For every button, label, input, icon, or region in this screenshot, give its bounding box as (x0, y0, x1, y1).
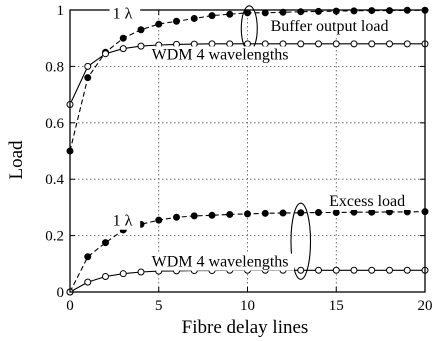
x-tick-label: 15 (329, 298, 344, 314)
buffer-wdm-label-bg (148, 46, 295, 64)
buffer-output-load-label: Buffer output load (271, 18, 389, 35)
data-point (261, 9, 269, 17)
data-point (297, 209, 305, 217)
excess-load-label: Excess load (329, 193, 405, 210)
data-point (155, 20, 163, 28)
x-tick-label: 0 (66, 298, 74, 314)
x-tick-label: 5 (155, 298, 163, 314)
data-point (226, 210, 234, 218)
excess-1lambda-label-bg (109, 212, 141, 230)
excess-1lambda-label: 1 λ (113, 213, 133, 230)
data-point (297, 40, 305, 48)
data-point (350, 208, 358, 216)
data-point (368, 208, 376, 216)
excess-load-ellipse (290, 202, 312, 280)
excess-wdm-label-bg (148, 253, 295, 271)
data-point (403, 266, 411, 274)
data-point (137, 42, 145, 50)
y-tick-label: 0.4 (45, 172, 64, 188)
data-point (84, 278, 92, 286)
data-point (315, 266, 322, 274)
data-point (119, 34, 127, 42)
data-point (102, 239, 109, 247)
data-point (226, 10, 234, 18)
x-axis-title: Fibre delay lines (182, 317, 309, 338)
data-point (84, 74, 92, 82)
data-point (102, 272, 109, 280)
y-tick-label: 0.8 (45, 59, 64, 75)
data-point (368, 266, 376, 274)
y-axis-title: Load (6, 140, 27, 180)
data-point (173, 213, 180, 221)
data-point (244, 210, 251, 218)
data-point (102, 50, 109, 58)
y-tick-label: 1 (57, 3, 65, 19)
data-point (386, 40, 393, 48)
y-tick-label: 0 (57, 285, 65, 301)
buffer-1lambda-label-bg (109, 5, 141, 23)
data-point (350, 7, 358, 15)
data-point (297, 266, 305, 274)
data-point (350, 40, 358, 48)
data-point (368, 40, 376, 48)
data-point (403, 40, 411, 48)
data-point (332, 40, 340, 48)
grid (70, 10, 425, 292)
data-point (261, 209, 269, 217)
data-point (208, 12, 216, 20)
buffer-1lambda-label: 1 λ (113, 5, 133, 22)
x-tick-label: 10 (240, 298, 255, 314)
data-point (315, 7, 322, 15)
data-point (332, 208, 340, 216)
data-point (84, 253, 92, 261)
data-point (350, 266, 358, 274)
excess-wdm-label: WDM 4 wavelengths (152, 254, 289, 271)
series-buffer-wdm (66, 40, 429, 108)
data-point (137, 268, 145, 276)
axis-ticks: 0 5 10 15 20 0 0.2 0.4 0.6 0.8 1 (45, 3, 432, 314)
data-point (386, 266, 393, 274)
data-point (155, 216, 163, 224)
data-point (332, 266, 340, 274)
buffer-wdm-label: WDM 4 wavelengths (152, 46, 289, 63)
y-tick-label: 0.2 (45, 229, 64, 245)
data-point (315, 208, 322, 216)
x-tick-label: 20 (418, 298, 433, 314)
data-point (279, 209, 287, 217)
data-point (119, 45, 127, 53)
y-tick-label: 0.6 (45, 116, 64, 132)
data-point (190, 212, 198, 220)
data-point (190, 14, 198, 22)
data-point (208, 211, 216, 219)
buffer-output-load-label-bg (267, 18, 422, 36)
data-point (173, 17, 180, 25)
data-point (84, 62, 92, 70)
excess-load-label-bg (326, 192, 423, 210)
data-point (279, 8, 287, 16)
data-point (119, 270, 127, 278)
annotations: 1 λ WDM 4 wavelengths Buffer output load 1 … (109, 5, 423, 280)
data-point (315, 40, 322, 48)
data-point (137, 26, 145, 34)
